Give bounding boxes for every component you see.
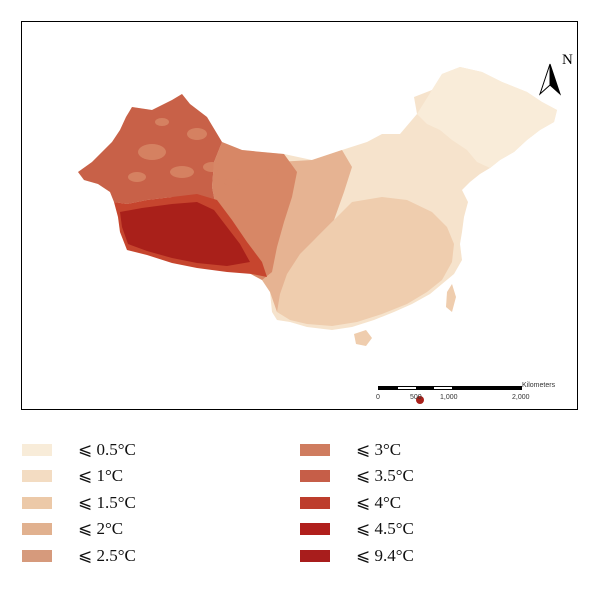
legend-item: ⩽ 2.5°C: [22, 544, 136, 568]
legend-swatch: [22, 549, 52, 562]
scale-bar: [378, 386, 522, 404]
legend-item: ⩽ 0.5°C: [22, 438, 136, 462]
legend-item: ⩽ 4.5°C: [300, 518, 414, 542]
legend-left: ⩽ 0.5°C ⩽ 1°C ⩽ 1.5°C ⩽ 2°C ⩽ 2.5°C: [22, 438, 136, 571]
legend-swatch: [300, 443, 330, 456]
legend-swatch: [300, 470, 330, 483]
region-taiwan: [446, 284, 456, 312]
north-label: N: [562, 52, 573, 68]
legend-label: ⩽ 3.5°C: [356, 466, 414, 486]
legend-item: ⩽ 2°C: [22, 518, 136, 542]
scale-unit: Kilometers: [522, 382, 556, 389]
region-tibet: [120, 202, 250, 266]
legend-swatch: [300, 523, 330, 536]
temperature-map: [78, 63, 562, 404]
scale-tick-500: 500: [410, 394, 422, 401]
scale-tick-0: 0: [376, 394, 380, 401]
legend-label: ⩽ 0.5°C: [78, 439, 136, 459]
legend-swatch: [300, 549, 330, 562]
map-frame: N Kilometers 0 500 1,000 2,000: [21, 21, 578, 410]
legend-item: ⩽ 4°C: [300, 491, 414, 515]
region-hainan: [354, 330, 372, 346]
legend-label: ⩽ 3°C: [356, 439, 402, 459]
legend-label: ⩽ 4°C: [356, 492, 402, 512]
legend-swatch: [22, 470, 52, 483]
scale-tick-1000: 1,000: [440, 394, 458, 401]
legend-swatch: [22, 523, 52, 536]
legend-item: ⩽ 3°C: [300, 438, 414, 462]
region-south: [277, 197, 454, 326]
legend-item: ⩽ 9.4°C: [300, 544, 414, 568]
legend-label: ⩽ 2°C: [78, 519, 124, 539]
scale-tick-2000: 2,000: [512, 394, 530, 401]
legend-item: ⩽ 3.5°C: [300, 465, 414, 489]
legend-swatch: [22, 496, 52, 509]
legend-label: ⩽ 1°C: [78, 466, 124, 486]
north-arrow-icon: [538, 63, 562, 96]
region-west-mid: [212, 142, 297, 280]
xinjiang-speckles: [128, 118, 278, 211]
legend-swatch: [300, 496, 330, 509]
legend-label: ⩽ 9.4°C: [356, 545, 414, 565]
legend-swatch: [22, 443, 52, 456]
legend-item: ⩽ 1.5°C: [22, 491, 136, 515]
legend-label: ⩽ 4.5°C: [356, 519, 414, 539]
legend-item: ⩽ 1°C: [22, 465, 136, 489]
region-northeast: [417, 67, 557, 168]
legend-right: ⩽ 3°C ⩽ 3.5°C ⩽ 4°C ⩽ 4.5°C ⩽ 9.4°C: [300, 438, 414, 571]
legend-label: ⩽ 1.5°C: [78, 492, 136, 512]
legend-label: ⩽ 2.5°C: [78, 545, 136, 565]
